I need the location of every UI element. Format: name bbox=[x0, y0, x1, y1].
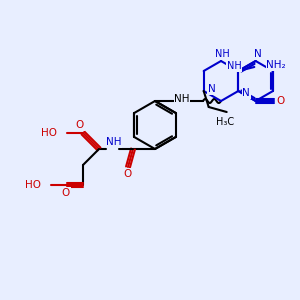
Text: NH: NH bbox=[106, 137, 122, 147]
Text: O: O bbox=[62, 188, 70, 198]
Text: NH: NH bbox=[214, 49, 230, 59]
Text: O: O bbox=[76, 120, 84, 130]
Text: N: N bbox=[208, 84, 216, 94]
Text: NH₂: NH₂ bbox=[266, 60, 286, 70]
Text: N: N bbox=[254, 49, 262, 59]
Text: NH: NH bbox=[174, 94, 190, 104]
Text: H₃C: H₃C bbox=[216, 117, 234, 127]
Text: HO: HO bbox=[25, 180, 41, 190]
Text: O: O bbox=[123, 169, 131, 179]
Text: N: N bbox=[242, 88, 250, 98]
Text: O: O bbox=[277, 96, 285, 106]
Text: NH: NH bbox=[227, 61, 242, 71]
Text: HO: HO bbox=[41, 128, 57, 138]
